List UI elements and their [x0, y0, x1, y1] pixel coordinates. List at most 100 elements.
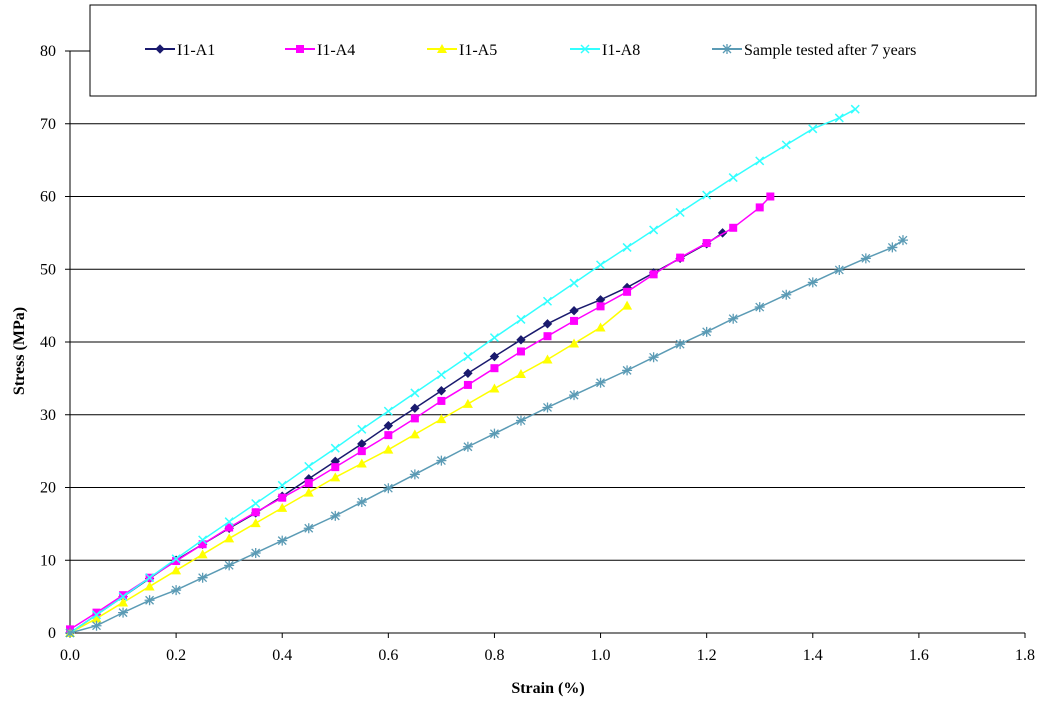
- y-tick-label: 20: [40, 480, 56, 497]
- data-point: [250, 547, 261, 558]
- data-point: [463, 352, 473, 362]
- data-point: [569, 278, 579, 288]
- data-point: [224, 517, 234, 527]
- data-point: [277, 535, 288, 546]
- legend-label: Sample tested after 7 years: [744, 42, 916, 59]
- data-point: [542, 319, 553, 329]
- data-point: [410, 403, 420, 413]
- y-tick-label: 50: [40, 261, 56, 278]
- data-point: [781, 140, 791, 150]
- data-point: [489, 428, 500, 439]
- data-point: [516, 314, 526, 324]
- data-point: [850, 104, 860, 114]
- data-point: [277, 480, 287, 490]
- data-point: [781, 289, 792, 300]
- data-point: [303, 523, 314, 534]
- data-point: [542, 402, 553, 413]
- data-point: [595, 322, 606, 332]
- y-tick-label: 10: [40, 552, 56, 569]
- data-point: [622, 300, 633, 310]
- data-point: [489, 383, 500, 393]
- series-i1-a5: [65, 300, 633, 637]
- data-point: [489, 351, 500, 362]
- data-point: [437, 396, 446, 405]
- data-point: [144, 581, 155, 591]
- x-tick-label: 1.6: [909, 647, 929, 664]
- data-point: [251, 498, 261, 509]
- data-point: [410, 414, 419, 423]
- data-point: [569, 338, 580, 348]
- data-point: [463, 368, 473, 378]
- data-point: [596, 260, 606, 270]
- data-point: [462, 441, 473, 452]
- legend-swatch-marker: [722, 44, 732, 54]
- data-point: [383, 420, 394, 431]
- data-point: [834, 264, 845, 275]
- data-point: [436, 370, 446, 380]
- data-point: [198, 535, 208, 545]
- data-point: [304, 479, 313, 488]
- data-point: [330, 472, 341, 482]
- data-point: [887, 242, 898, 253]
- data-point: [303, 487, 314, 497]
- series-line: [69, 239, 904, 634]
- data-point: [807, 277, 818, 288]
- data-point: [171, 554, 181, 564]
- data-point: [171, 565, 182, 575]
- data-point: [384, 431, 393, 440]
- x-ticks: 0.0 0.2 0.4 0.6 0.8 1.0 1.2 1.4 1.6 1.8: [60, 633, 1035, 664]
- data-point: [172, 556, 181, 565]
- data-point: [171, 585, 182, 596]
- data-point: [649, 225, 659, 235]
- data-point: [410, 388, 420, 398]
- data-point: [409, 429, 420, 439]
- data-point: [119, 591, 128, 600]
- data-point: [728, 173, 738, 183]
- data-point: [250, 518, 261, 528]
- data-point: [224, 560, 235, 571]
- y-ticks: 0 10 20 30 40 50 60 70 80: [40, 43, 70, 642]
- data-point: [118, 597, 129, 607]
- data-point: [118, 592, 128, 602]
- legend-label: I1-A4: [317, 42, 355, 59]
- data-point: [834, 113, 844, 123]
- data-point: [383, 483, 394, 494]
- series-i1-a8: [65, 104, 860, 638]
- data-point: [463, 380, 472, 389]
- legend-label: I1-A8: [602, 42, 640, 59]
- data-point: [860, 253, 871, 264]
- data-point: [118, 607, 129, 618]
- data-point: [569, 306, 579, 316]
- data-point: [65, 628, 75, 638]
- x-tick-label: 1.8: [1015, 647, 1035, 664]
- data-point: [462, 398, 473, 408]
- data-point: [648, 352, 659, 363]
- legend-item: I1-A8: [570, 42, 640, 59]
- data-point: [569, 390, 580, 401]
- data-point: [542, 296, 553, 306]
- y-tick-label: 70: [40, 116, 56, 133]
- data-point: [729, 223, 738, 232]
- y-tick-label: 80: [40, 43, 56, 60]
- x-tick-label: 0.8: [484, 647, 504, 664]
- gridlines: [70, 50, 1025, 561]
- data-point: [595, 377, 606, 388]
- data-point: [622, 242, 632, 252]
- data-point: [383, 406, 393, 416]
- y-tick-label: 40: [40, 334, 56, 351]
- legend-label: I1-A5: [459, 42, 497, 59]
- data-point: [515, 369, 526, 379]
- y-tick-label: 30: [40, 407, 56, 424]
- data-point: [542, 354, 553, 364]
- x-tick-label: 0.0: [60, 647, 80, 664]
- data-point: [330, 510, 341, 521]
- data-point: [755, 203, 764, 212]
- data-point: [622, 365, 633, 376]
- data-point: [251, 508, 260, 517]
- data-point: [675, 339, 686, 350]
- legend-box: [89, 4, 1037, 97]
- data-point: [676, 253, 685, 262]
- data-point: [145, 573, 155, 583]
- data-point: [357, 424, 367, 434]
